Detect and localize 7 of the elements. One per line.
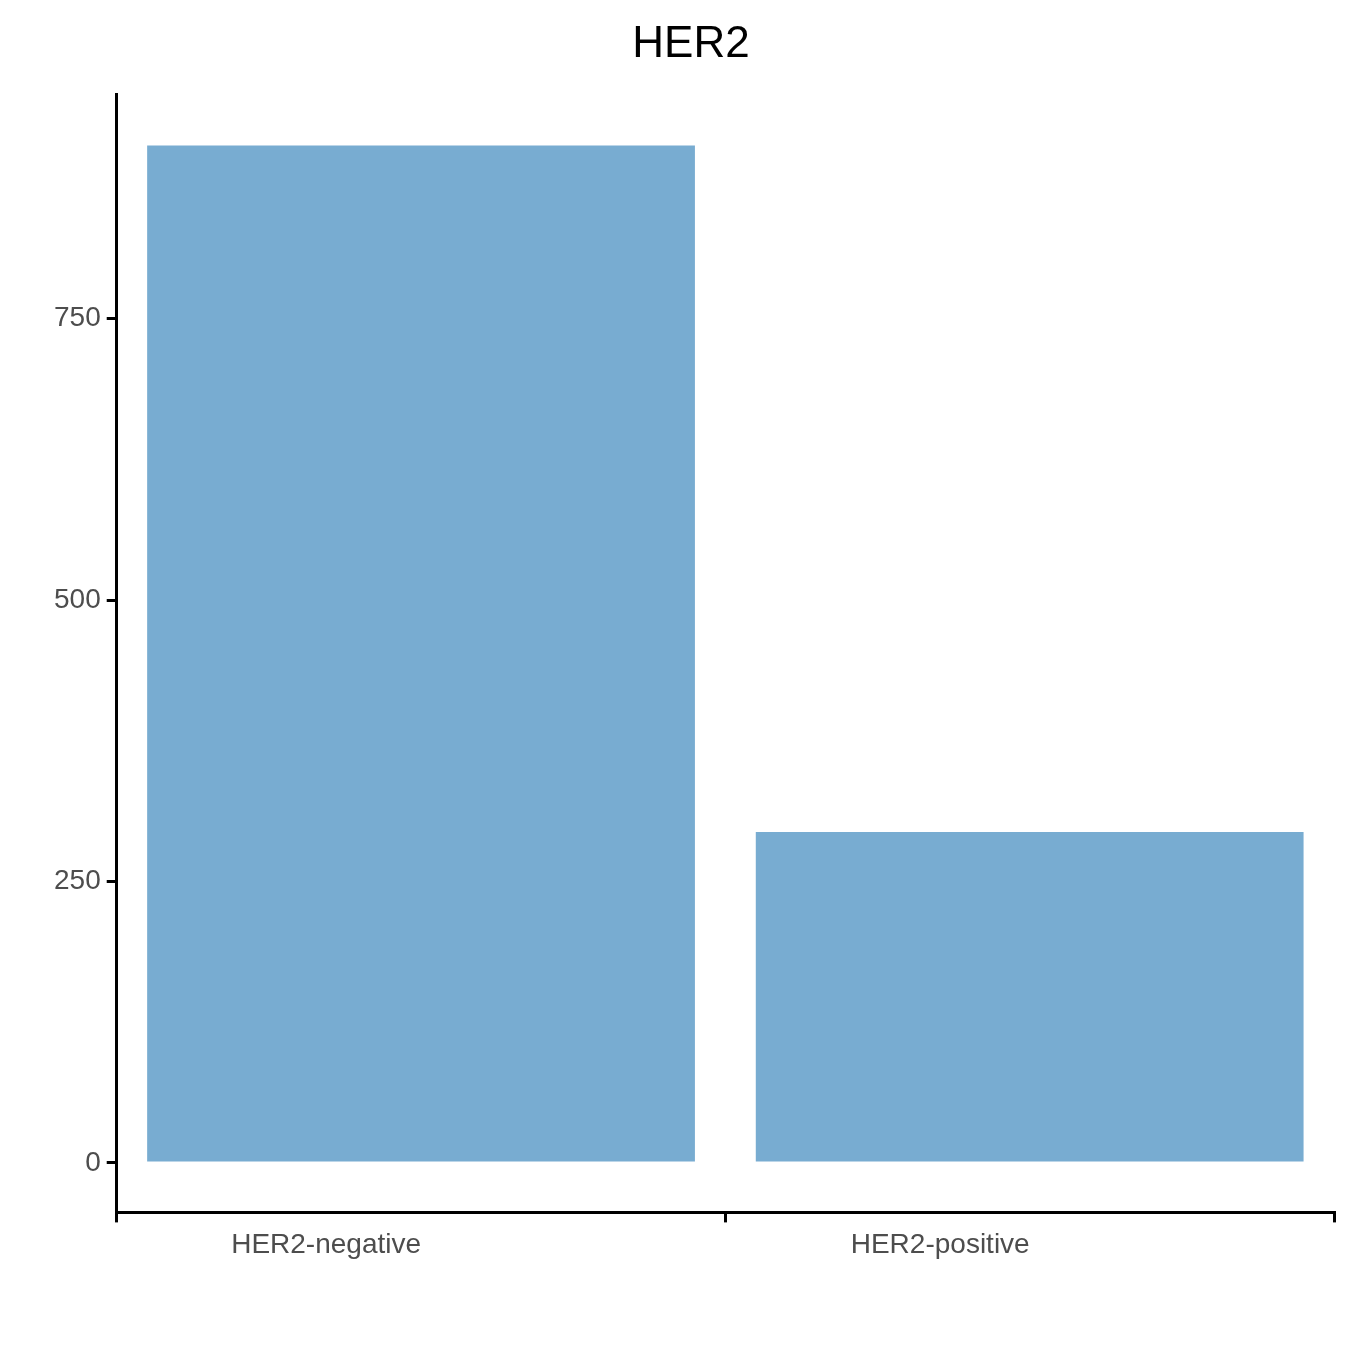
- x-tick-label: HER2-negative: [231, 1227, 422, 1259]
- y-tick-label: 0: [85, 1145, 101, 1177]
- x-tick-label: HER2-positive: [850, 1227, 1030, 1259]
- y-tick-label: 250: [54, 864, 101, 896]
- chart-title: HER2: [632, 16, 750, 66]
- y-tick-label: 750: [54, 301, 101, 333]
- y-tick-label: 500: [54, 582, 101, 614]
